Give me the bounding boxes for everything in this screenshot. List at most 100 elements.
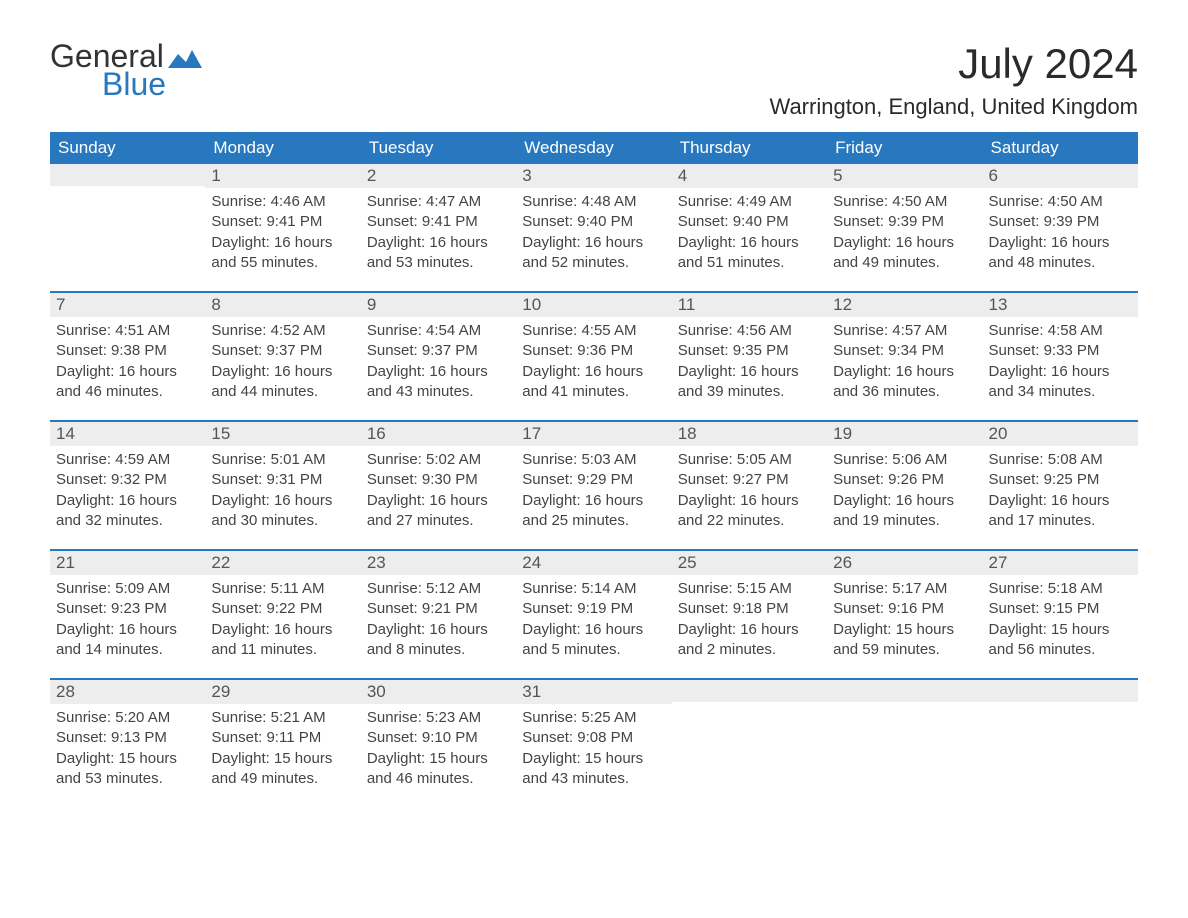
daylight-line: Daylight: 16 hours and 25 minutes. [522,491,665,532]
sunset-line: Sunset: 9:33 PM [989,341,1132,361]
calendar-row: 14Sunrise: 4:59 AMSunset: 9:32 PMDayligh… [50,420,1138,549]
day-content: Sunrise: 4:48 AMSunset: 9:40 PMDaylight:… [516,188,671,273]
sunrise-line: Sunrise: 5:14 AM [522,579,665,599]
calendar-row: 1Sunrise: 4:46 AMSunset: 9:41 PMDaylight… [50,164,1138,291]
day-number: 8 [205,293,360,317]
sunset-line: Sunset: 9:11 PM [211,728,354,748]
day-content: Sunrise: 5:11 AMSunset: 9:22 PMDaylight:… [205,575,360,660]
day-number: 9 [361,293,516,317]
day-content: Sunrise: 4:47 AMSunset: 9:41 PMDaylight:… [361,188,516,273]
day-number: 10 [516,293,671,317]
daylight-line: Daylight: 15 hours and 49 minutes. [211,749,354,790]
sunrise-line: Sunrise: 4:51 AM [56,321,199,341]
calendar-cell: 4Sunrise: 4:49 AMSunset: 9:40 PMDaylight… [672,164,827,291]
sunrise-line: Sunrise: 4:58 AM [989,321,1132,341]
sunrise-line: Sunrise: 4:54 AM [367,321,510,341]
calendar-cell: 7Sunrise: 4:51 AMSunset: 9:38 PMDaylight… [50,293,205,420]
sunrise-line: Sunrise: 5:25 AM [522,708,665,728]
sunrise-line: Sunrise: 4:46 AM [211,192,354,212]
day-content: Sunrise: 5:20 AMSunset: 9:13 PMDaylight:… [50,704,205,789]
sunset-line: Sunset: 9:19 PM [522,599,665,619]
day-content: Sunrise: 5:23 AMSunset: 9:10 PMDaylight:… [361,704,516,789]
daylight-line: Daylight: 16 hours and 34 minutes. [989,362,1132,403]
daylight-line: Daylight: 16 hours and 52 minutes. [522,233,665,274]
sunrise-line: Sunrise: 5:06 AM [833,450,976,470]
calendar-cell: 22Sunrise: 5:11 AMSunset: 9:22 PMDayligh… [205,551,360,678]
sunrise-line: Sunrise: 4:50 AM [833,192,976,212]
day-number [672,680,827,702]
sunrise-line: Sunrise: 4:50 AM [989,192,1132,212]
sunset-line: Sunset: 9:22 PM [211,599,354,619]
day-content: Sunrise: 5:05 AMSunset: 9:27 PMDaylight:… [672,446,827,531]
calendar-cell: 15Sunrise: 5:01 AMSunset: 9:31 PMDayligh… [205,422,360,549]
calendar-cell: 19Sunrise: 5:06 AMSunset: 9:26 PMDayligh… [827,422,982,549]
sunset-line: Sunset: 9:40 PM [522,212,665,232]
calendar-cell: 18Sunrise: 5:05 AMSunset: 9:27 PMDayligh… [672,422,827,549]
day-content: Sunrise: 4:46 AMSunset: 9:41 PMDaylight:… [205,188,360,273]
calendar-cell [50,164,205,291]
daylight-line: Daylight: 16 hours and 19 minutes. [833,491,976,532]
calendar-cell: 31Sunrise: 5:25 AMSunset: 9:08 PMDayligh… [516,680,671,807]
day-content: Sunrise: 4:59 AMSunset: 9:32 PMDaylight:… [50,446,205,531]
day-content: Sunrise: 5:21 AMSunset: 9:11 PMDaylight:… [205,704,360,789]
daylight-line: Daylight: 16 hours and 51 minutes. [678,233,821,274]
day-number: 13 [983,293,1138,317]
day-number: 27 [983,551,1138,575]
calendar-row: 7Sunrise: 4:51 AMSunset: 9:38 PMDaylight… [50,291,1138,420]
sunset-line: Sunset: 9:32 PM [56,470,199,490]
sunrise-line: Sunrise: 4:59 AM [56,450,199,470]
calendar-cell: 30Sunrise: 5:23 AMSunset: 9:10 PMDayligh… [361,680,516,807]
sunset-line: Sunset: 9:37 PM [367,341,510,361]
sunset-line: Sunset: 9:29 PM [522,470,665,490]
sunrise-line: Sunrise: 5:02 AM [367,450,510,470]
day-content: Sunrise: 4:57 AMSunset: 9:34 PMDaylight:… [827,317,982,402]
sunrise-line: Sunrise: 5:23 AM [367,708,510,728]
daylight-line: Daylight: 16 hours and 11 minutes. [211,620,354,661]
day-content: Sunrise: 5:08 AMSunset: 9:25 PMDaylight:… [983,446,1138,531]
sunset-line: Sunset: 9:39 PM [833,212,976,232]
weekday-label: Saturday [983,132,1138,164]
day-number: 6 [983,164,1138,188]
calendar-body: 1Sunrise: 4:46 AMSunset: 9:41 PMDaylight… [50,164,1138,807]
daylight-line: Daylight: 16 hours and 2 minutes. [678,620,821,661]
sunset-line: Sunset: 9:13 PM [56,728,199,748]
calendar-cell: 3Sunrise: 4:48 AMSunset: 9:40 PMDaylight… [516,164,671,291]
day-number: 17 [516,422,671,446]
day-number [50,164,205,186]
title-block: July 2024 Warrington, England, United Ki… [770,40,1139,120]
day-number [827,680,982,702]
calendar-cell [827,680,982,807]
logo: General Blue [50,40,202,100]
sunset-line: Sunset: 9:10 PM [367,728,510,748]
sunrise-line: Sunrise: 5:09 AM [56,579,199,599]
sunrise-line: Sunrise: 5:21 AM [211,708,354,728]
day-content: Sunrise: 4:54 AMSunset: 9:37 PMDaylight:… [361,317,516,402]
calendar-cell: 10Sunrise: 4:55 AMSunset: 9:36 PMDayligh… [516,293,671,420]
calendar-cell: 16Sunrise: 5:02 AMSunset: 9:30 PMDayligh… [361,422,516,549]
day-content: Sunrise: 4:52 AMSunset: 9:37 PMDaylight:… [205,317,360,402]
calendar-cell: 6Sunrise: 4:50 AMSunset: 9:39 PMDaylight… [983,164,1138,291]
weekday-label: Friday [827,132,982,164]
calendar-cell: 21Sunrise: 5:09 AMSunset: 9:23 PMDayligh… [50,551,205,678]
daylight-line: Daylight: 15 hours and 46 minutes. [367,749,510,790]
sunset-line: Sunset: 9:27 PM [678,470,821,490]
calendar-cell: 8Sunrise: 4:52 AMSunset: 9:37 PMDaylight… [205,293,360,420]
sunset-line: Sunset: 9:40 PM [678,212,821,232]
day-number: 16 [361,422,516,446]
daylight-line: Daylight: 16 hours and 55 minutes. [211,233,354,274]
day-number: 2 [361,164,516,188]
calendar-cell: 24Sunrise: 5:14 AMSunset: 9:19 PMDayligh… [516,551,671,678]
day-content: Sunrise: 5:01 AMSunset: 9:31 PMDaylight:… [205,446,360,531]
daylight-line: Daylight: 16 hours and 44 minutes. [211,362,354,403]
calendar-cell [983,680,1138,807]
sunset-line: Sunset: 9:31 PM [211,470,354,490]
day-content [672,702,827,706]
day-number: 23 [361,551,516,575]
logo-text-blue: Blue [102,68,202,100]
calendar-row: 21Sunrise: 5:09 AMSunset: 9:23 PMDayligh… [50,549,1138,678]
sunset-line: Sunset: 9:16 PM [833,599,976,619]
day-number: 20 [983,422,1138,446]
sunrise-line: Sunrise: 4:56 AM [678,321,821,341]
sunrise-line: Sunrise: 4:52 AM [211,321,354,341]
sunrise-line: Sunrise: 5:12 AM [367,579,510,599]
